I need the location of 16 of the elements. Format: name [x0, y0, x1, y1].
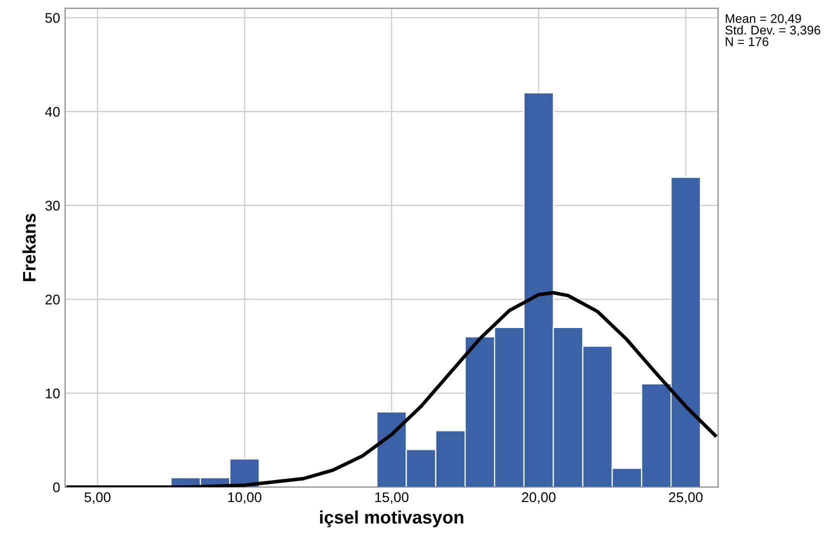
- x-axis-title: içsel motivasyon: [320, 510, 464, 528]
- y-tick-label: 40: [45, 106, 60, 117]
- y-tick-label: 10: [46, 388, 60, 398]
- x-tick-label: 25,00: [669, 492, 703, 504]
- y-axis-title: Frekans: [22, 214, 36, 282]
- y-tick-label: 20: [46, 294, 60, 304]
- y-tick-label: 0: [53, 482, 60, 492]
- text: N = 176: [726, 37, 768, 46]
- x-tick-label: 20,00: [522, 492, 556, 504]
- x-tick-label: 15,00: [375, 492, 408, 504]
- x-tick-label: 5,00: [84, 492, 110, 504]
- x-tick-label: 10,00: [228, 492, 262, 504]
- text: Std. Dev. = 3,396: [725, 25, 820, 36]
- y-tick-label: 50: [45, 12, 60, 23]
- text: Mean = 20,49: [726, 14, 801, 24]
- y-tick-label: 30: [45, 200, 60, 211]
